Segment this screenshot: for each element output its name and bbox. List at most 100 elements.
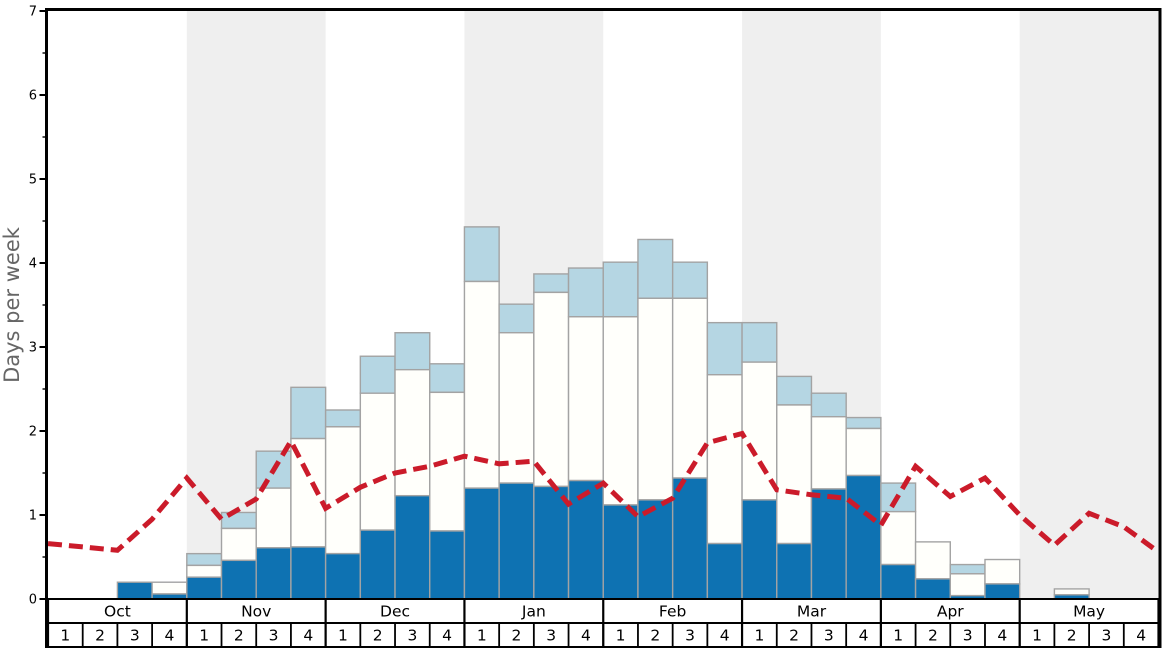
bar-segment-white <box>880 510 917 566</box>
bar-segment-lightblue <box>290 386 327 440</box>
bar-segment-darkblue <box>637 499 674 600</box>
bar-segment-darkblue <box>706 542 743 600</box>
week-label: 1 <box>1032 627 1042 645</box>
month-label: Dec <box>380 603 410 621</box>
month-label: Mar <box>797 603 827 621</box>
week-label: 3 <box>1102 627 1112 645</box>
bar-segment-darkblue <box>463 487 500 600</box>
y-tick-label: 5 <box>29 173 37 188</box>
bar-segment-lightblue <box>394 332 431 371</box>
month-label: May <box>1073 603 1105 621</box>
y-tick-label: 2 <box>29 425 37 440</box>
week-label: 2 <box>234 627 244 645</box>
bar-segment-lightblue <box>498 303 535 334</box>
bar-segment-lightblue <box>220 511 257 530</box>
bar-segment-white <box>359 392 396 531</box>
week-label: 2 <box>928 627 938 645</box>
week-label: 1 <box>60 627 70 645</box>
y-tick-label: 6 <box>29 89 37 104</box>
bar-segment-white <box>602 316 639 506</box>
week-label: 2 <box>789 627 799 645</box>
bar-segment-lightblue <box>949 563 986 575</box>
bar-segment-white <box>533 291 570 488</box>
week-label: 1 <box>754 627 764 645</box>
bar-segment-darkblue <box>359 529 396 600</box>
week-label: 4 <box>859 627 869 645</box>
bar-segment-darkblue <box>741 499 778 600</box>
bar-segment-darkblue <box>116 581 153 600</box>
bar-segment-darkblue <box>776 542 813 600</box>
week-label: 1 <box>338 627 348 645</box>
month-label: Jan <box>521 603 546 621</box>
bar-segment-white <box>776 404 813 545</box>
bar-segment-white <box>810 416 847 490</box>
bar-segment-lightblue <box>776 375 813 406</box>
week-label: 3 <box>269 627 279 645</box>
trend-dashed-line <box>47 430 1160 555</box>
bar-segment-darkblue <box>394 494 431 600</box>
month-label: Apr <box>937 603 964 621</box>
bar-segment-white <box>1053 588 1090 596</box>
week-label: 1 <box>477 627 487 645</box>
month-label: Feb <box>659 603 686 621</box>
y-tick-label: 1 <box>29 509 37 524</box>
week-label: 3 <box>963 627 973 645</box>
bar-segment-lightblue <box>463 226 500 283</box>
week-label: 4 <box>720 627 730 645</box>
bar-segment-white <box>220 527 257 562</box>
week-label: 4 <box>997 627 1007 645</box>
bar-segment-lightblue <box>637 238 674 299</box>
week-label: 3 <box>130 627 140 645</box>
week-label: 2 <box>95 627 105 645</box>
week-label: 3 <box>546 627 556 645</box>
bar-segment-white <box>255 487 292 549</box>
bar-segment-lightblue <box>429 363 466 394</box>
bar-segment-lightblue <box>602 261 639 318</box>
bar-segment-darkblue <box>567 479 604 600</box>
bar-segment-darkblue <box>810 488 847 600</box>
week-label: 1 <box>199 627 209 645</box>
week-label: 2 <box>512 627 522 645</box>
bar-segment-darkblue <box>186 576 223 600</box>
bar-segment-lightblue <box>324 409 362 428</box>
y-axis-title: Days per week <box>0 226 24 383</box>
bar-segment-darkblue <box>290 546 327 600</box>
bar-segment-darkblue <box>255 547 292 600</box>
bar-segment-white <box>498 332 535 484</box>
week-label: 4 <box>165 627 175 645</box>
bar-segment-darkblue <box>984 583 1021 600</box>
bar-segment-darkblue <box>845 474 882 600</box>
bar-segment-white <box>706 374 743 545</box>
week-label: 3 <box>685 627 695 645</box>
bar-segment-lightblue <box>741 321 778 363</box>
bar-segment-white <box>394 368 431 497</box>
bar-segment-darkblue <box>533 485 570 600</box>
week-label: 4 <box>303 627 313 645</box>
week-label: 3 <box>407 627 417 645</box>
bar-segment-white <box>984 558 1021 585</box>
week-label: 4 <box>442 627 452 645</box>
y-tick-label: 0 <box>29 593 37 608</box>
bar-segment-white <box>463 280 500 489</box>
bar-segment-darkblue <box>429 530 466 600</box>
bar-segment-lightblue <box>567 267 604 318</box>
bar-segment-white <box>637 297 674 501</box>
bar-segment-lightblue <box>186 552 223 567</box>
month-label: Nov <box>241 603 271 621</box>
bar-segment-darkblue <box>914 578 951 600</box>
bar-segment-lightblue <box>359 355 396 394</box>
bar-segment-lightblue <box>671 261 709 299</box>
bar-segment-lightblue <box>706 321 743 376</box>
week-label: 2 <box>650 627 660 645</box>
month-label: Oct <box>104 603 131 621</box>
bar-segment-white <box>567 316 604 482</box>
week-label: 4 <box>1136 627 1146 645</box>
bar-segment-darkblue <box>220 559 257 600</box>
bar-segment-white <box>914 541 951 580</box>
week-label: 2 <box>1067 627 1077 645</box>
y-tick-label: 7 <box>29 5 37 20</box>
week-label: 2 <box>373 627 383 645</box>
week-label: 3 <box>824 627 834 645</box>
